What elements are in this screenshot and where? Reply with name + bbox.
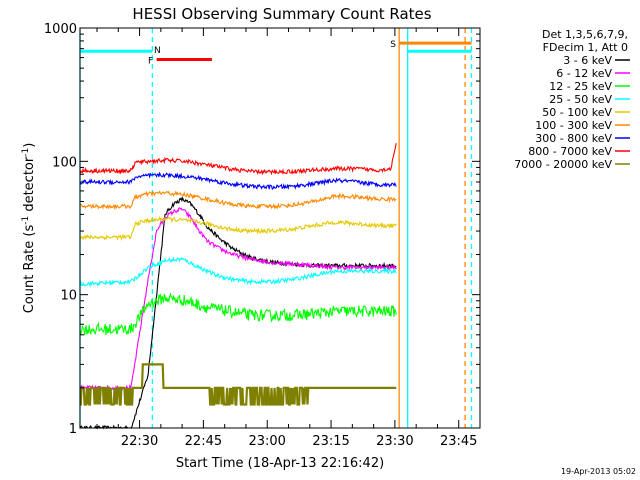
legend-label-4: 25 - 50 keV — [549, 93, 612, 106]
series-7-trace — [79, 171, 397, 191]
legend-label-8: 800 - 7000 keV — [528, 145, 612, 158]
legend-label-5: 50 - 100 keV — [542, 106, 612, 119]
legend-label-2: 6 - 12 keV — [556, 67, 612, 80]
y-axis-ticks: 1 10 100 1000 — [44, 22, 480, 437]
legend-label-1: 3 - 6 keV — [563, 54, 612, 67]
y-axis-label-exp1: -1 — [21, 216, 31, 225]
legend-label-3: 12 - 25 keV — [549, 80, 612, 93]
flag-label-f: F — [148, 57, 153, 67]
series-9-trace — [79, 363, 397, 406]
series-6-trace — [79, 190, 397, 210]
y-tick-label-4: 1000 — [44, 22, 77, 37]
attenuator-markers — [79, 28, 473, 428]
y-axis-label-mid: detector — [22, 156, 37, 216]
legend-header-line-2: FDecim 1, Att 0 — [543, 41, 628, 54]
legend-label-7: 300 - 800 keV — [535, 132, 612, 145]
series-layer — [79, 142, 397, 430]
y-axis-label-end: ) — [22, 143, 37, 148]
series-4-trace — [79, 256, 397, 288]
x-tick-label-2: 22:45 — [185, 434, 222, 449]
x-axis-label: Start Time (18-Apr-13 22:16:42) — [176, 456, 384, 471]
x-tick-label-3: 23:00 — [248, 434, 285, 449]
chart-title: HESSI Observing Summary Count Rates — [132, 5, 431, 23]
x-tick-label-5: 23:30 — [376, 434, 413, 449]
footer-date: 19-Apr-2013 05:02 — [561, 467, 636, 476]
flag-label-n: N — [154, 46, 161, 56]
series-1-trace — [79, 196, 397, 430]
flag-label-s: S — [390, 40, 396, 50]
x-axis-ticks: 22:30 22:45 23:00 23:15 23:30 23:45 — [96, 28, 477, 449]
flag-bars: F S N — [80, 40, 472, 67]
x-tick-label-6: 23:45 — [440, 434, 477, 449]
x-tick-label-4: 23:15 — [312, 434, 349, 449]
series-3-trace — [79, 292, 397, 336]
y-axis-label: Count Rate (s-1 detector-1) — [21, 143, 37, 314]
legend-label-9: 7000 - 20000 keV — [514, 158, 612, 171]
x-tick-label-1: 22:30 — [121, 434, 158, 449]
y-tick-label-2: 10 — [60, 289, 77, 304]
series-5-trace — [79, 215, 397, 242]
legend-header-line-1: Det 1,3,5,6,7,9, — [542, 28, 628, 41]
series-2-trace — [79, 207, 397, 392]
plot-frame — [79, 27, 481, 429]
y-tick-label-1: 1 — [69, 422, 77, 437]
legend-label-6: 100 - 300 keV — [535, 119, 612, 132]
y-axis-label-main: Count Rate (s — [22, 225, 37, 314]
series-8-trace — [79, 142, 397, 176]
y-axis-label-exp2: -1 — [21, 148, 31, 157]
legend: Det 1,3,5,6,7,9, FDecim 1, Att 0 3 - 6 k… — [514, 28, 630, 171]
y-tick-label-3: 100 — [52, 155, 77, 170]
